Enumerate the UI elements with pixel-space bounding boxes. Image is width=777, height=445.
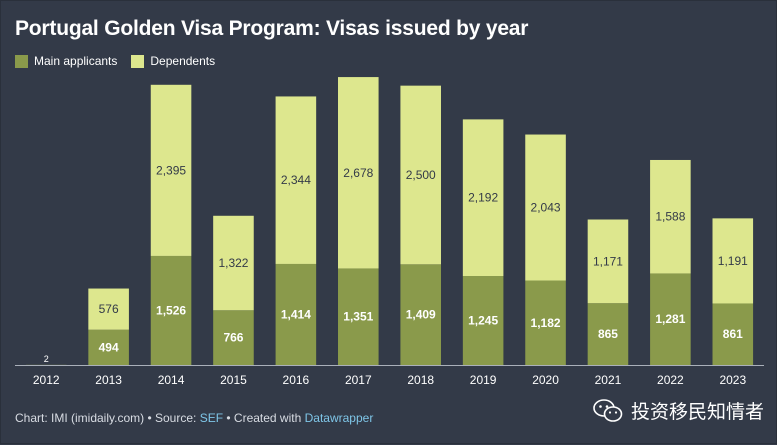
data-label-dependents-2013: 576 bbox=[99, 302, 119, 316]
data-label-dependents-2022: 1,588 bbox=[655, 210, 685, 224]
x-tick-label-2022: 2022 bbox=[657, 373, 684, 387]
data-label-dependents-2020: 2,043 bbox=[531, 201, 561, 215]
footer-prefix: Chart: IMI (imidaily.com) • Source: bbox=[15, 411, 200, 425]
x-tick-label-2012: 2012 bbox=[33, 373, 60, 387]
x-tick-label-2023: 2023 bbox=[719, 373, 746, 387]
data-label-main-applicants-2015: 766 bbox=[223, 331, 243, 345]
data-label-dependents-2019: 2,192 bbox=[468, 191, 498, 205]
x-tick-label-2014: 2014 bbox=[158, 373, 185, 387]
data-label-main-applicants-2017: 1,351 bbox=[343, 310, 373, 324]
data-label-dependents-2017: 2,678 bbox=[343, 166, 373, 180]
wechat-icon bbox=[593, 398, 623, 424]
data-label-main-applicants-2016: 1,414 bbox=[281, 307, 311, 321]
x-tick-label-2019: 2019 bbox=[470, 373, 497, 387]
data-label-main-applicants-2022: 1,281 bbox=[655, 312, 685, 326]
watermark: 投资移民知情者 bbox=[593, 397, 764, 424]
data-label-main-applicants-2021: 865 bbox=[598, 327, 618, 341]
data-label-dependents-2014: 2,395 bbox=[156, 163, 186, 177]
data-label-main-applicants-2014: 1,526 bbox=[156, 303, 186, 317]
data-label-main-applicants-2018: 1,409 bbox=[406, 308, 436, 322]
data-label-dependents-2021: 1,171 bbox=[593, 254, 623, 268]
x-tick-label-2020: 2020 bbox=[532, 373, 559, 387]
data-label-main-applicants-2020: 1,182 bbox=[531, 316, 561, 330]
data-label-dependents-2015: 1,322 bbox=[218, 256, 248, 270]
data-label-main-applicants-2013: 494 bbox=[99, 340, 119, 354]
datawrapper-link[interactable]: Datawrapper bbox=[305, 411, 374, 425]
chart-footer: Chart: IMI (imidaily.com) • Source: SEF … bbox=[15, 411, 373, 425]
data-label-main-applicants-2023: 861 bbox=[723, 327, 743, 341]
data-label-main-applicants-2012: 2 bbox=[44, 354, 49, 364]
data-label-main-applicants-2019: 1,245 bbox=[468, 314, 498, 328]
source-link[interactable]: SEF bbox=[200, 411, 223, 425]
x-tick-label-2015: 2015 bbox=[220, 373, 247, 387]
footer-middle: • Created with bbox=[223, 411, 305, 425]
x-tick-label-2021: 2021 bbox=[595, 373, 622, 387]
x-tick-label-2013: 2013 bbox=[95, 373, 122, 387]
watermark-text: 投资移民知情者 bbox=[631, 397, 764, 424]
data-label-dependents-2016: 2,344 bbox=[281, 173, 311, 187]
data-label-dependents-2018: 2,500 bbox=[406, 168, 436, 182]
x-tick-label-2018: 2018 bbox=[407, 373, 434, 387]
x-tick-label-2016: 2016 bbox=[283, 373, 310, 387]
x-tick-label-2017: 2017 bbox=[345, 373, 372, 387]
data-label-dependents-2023: 1,191 bbox=[718, 254, 748, 268]
